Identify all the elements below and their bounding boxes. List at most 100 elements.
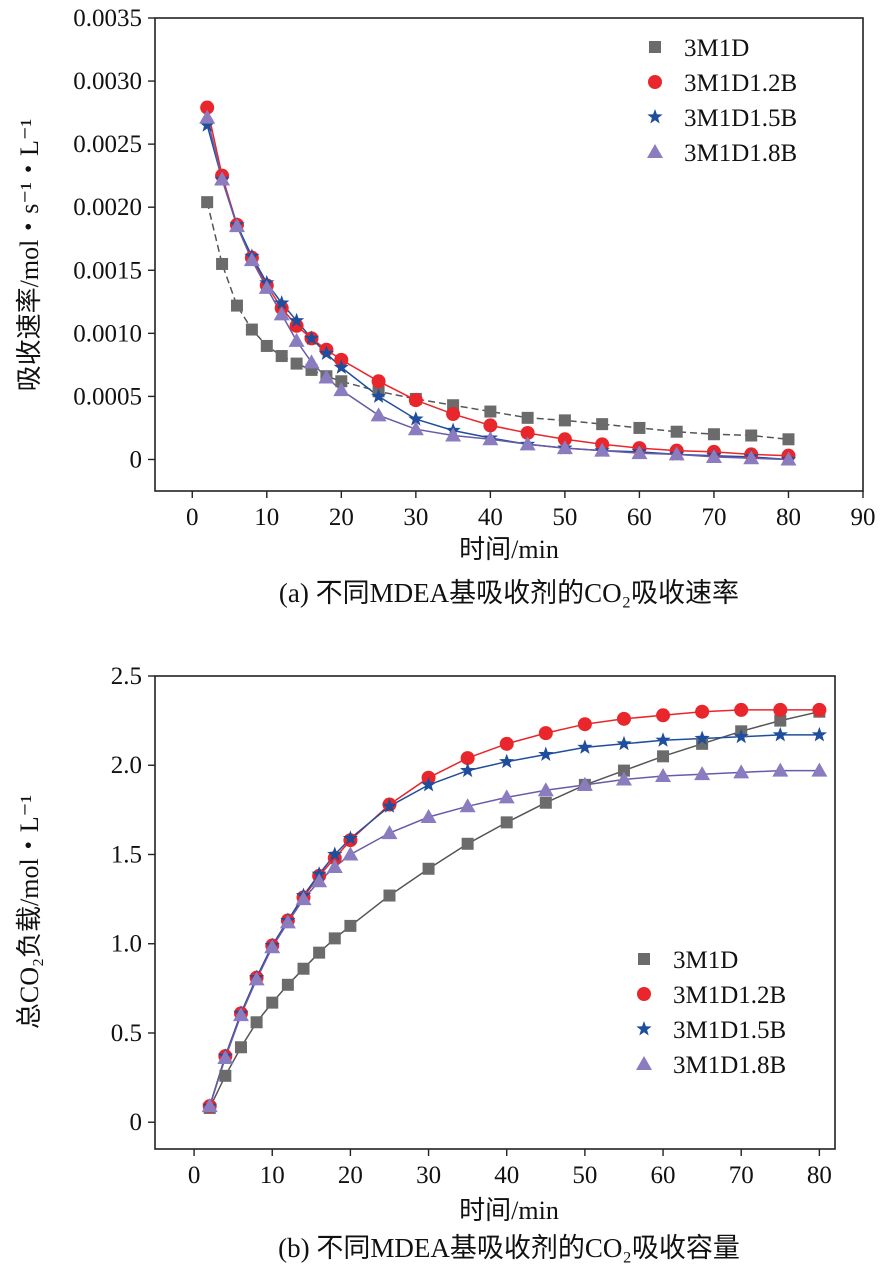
chart-b-point-s2-16 <box>616 735 632 751</box>
chart-b-legend-marker-0 <box>638 953 650 965</box>
chart-a-x-tick-label-7: 70 <box>701 504 726 531</box>
chart-a-point-s3-5 <box>273 306 290 321</box>
chart-a-point-s3-19 <box>705 448 722 463</box>
chart-b-point-s2-10 <box>381 798 398 813</box>
chart-a-point-s3-10 <box>370 407 387 422</box>
chart-b-point-s1-14 <box>538 726 553 741</box>
chart-b-point-s3-9 <box>342 846 359 861</box>
chart-a-legend-label-0: 3M1D <box>684 35 749 62</box>
chart-b-series-line-3 <box>208 769 820 1107</box>
chart-a-point-s0-21 <box>782 433 795 446</box>
chart-a-point-s0-0 <box>201 196 214 209</box>
chart-b-point-s3-6 <box>295 891 312 906</box>
chart-b-point-s3-7 <box>311 873 328 888</box>
chart-a-point-s1-0 <box>200 100 215 115</box>
chart-b-point-s2-12 <box>460 762 476 778</box>
chart-a-point-s2-8 <box>318 345 334 360</box>
chart-a-point-s1-13 <box>483 418 498 433</box>
chart-a-series-line-0 <box>206 202 789 441</box>
chart-b-legend-label-2: 3M1D1.5B <box>673 1017 786 1044</box>
chart-b-point-s3-3 <box>248 971 265 986</box>
chart-a-point-s0-20 <box>745 429 758 442</box>
chart-b-y-tick-label-3: 1.5 <box>111 841 142 868</box>
chart-b-series-layer <box>201 702 828 1114</box>
chart-a-point-s0-5 <box>275 350 288 363</box>
chart-b-point-s2-19 <box>733 728 749 744</box>
chart-a-legend-marker-3 <box>647 144 663 158</box>
chart-a-point-s3-2 <box>228 218 245 233</box>
chart-a-point-s3-11 <box>407 421 424 436</box>
chart-b-point-s3-15 <box>576 776 593 791</box>
chart-a-legend-marker-2 <box>647 109 663 124</box>
chart-a-point-s0-16 <box>596 418 609 431</box>
chart-a-point-s1-12 <box>446 407 461 422</box>
chart-a-y-tick-label-4: 0.0020 <box>73 194 142 221</box>
chart-a-point-s0-18 <box>670 425 683 438</box>
chart-b-point-s3-21 <box>811 762 828 777</box>
chart-a-ticks-layer: 0 10 20 30 40 50 60 70 80 90 0 0.0005 0.0010 0.0015 0.… <box>73 5 875 531</box>
chart-a-y-axis-title: 吸收速率/mol・s⁻¹・L⁻¹ <box>15 119 44 392</box>
chart-b-series-line-1 <box>208 709 820 1107</box>
chart-b-series-line-2 <box>208 734 820 1107</box>
chart-b-x-tick-label-6: 60 <box>651 1162 676 1189</box>
chart-a-x-tick-label-8: 80 <box>776 504 801 531</box>
chart-b-point-s0-17 <box>657 750 670 763</box>
chart-b-point-s3-17 <box>655 767 672 782</box>
chart-a-x-tick-label-9: 90 <box>851 504 876 531</box>
chart-a-point-s3-1 <box>214 171 231 186</box>
chart-b-point-s3-20 <box>772 762 789 777</box>
chart-b-plot-frame <box>154 675 836 1150</box>
chart-b-point-s2-17 <box>655 732 671 747</box>
chart-b-y-tick-label-0: 0 <box>130 1109 143 1136</box>
chart-a-legend: 3M1D 3M1D1.2B 3M1D1.5B 3M1D1.8B <box>647 35 797 167</box>
chart-a-point-s0-6 <box>290 357 303 370</box>
chart-b-legend-label-1: 3M1D1.2B <box>673 982 786 1009</box>
chart-b-point-s3-13 <box>498 789 515 804</box>
chart-a-series-line-3 <box>206 117 789 461</box>
chart-b-point-s0-8 <box>328 932 341 945</box>
chart-a-y-tick-label-5: 0.0025 <box>73 131 142 158</box>
chart-b-y-axis-title: 总CO₂负载/mol・L⁻¹ <box>15 795 44 1029</box>
chart-a-point-s3-20 <box>743 450 760 465</box>
chart-a: 0 10 20 30 40 50 60 70 80 90 0 0.0005 0.0010 0.0015 0.… <box>15 5 876 608</box>
chart-a-point-s1-10 <box>371 374 386 389</box>
chart-a-point-s3-9 <box>333 382 350 397</box>
chart-b-point-s0-10 <box>383 889 396 902</box>
chart-a-point-s3-12 <box>445 427 462 442</box>
chart-a-point-s3-3 <box>243 252 260 267</box>
chart-b-point-s1-19 <box>734 702 749 717</box>
chart-a-x-tick-label-2: 20 <box>329 504 354 531</box>
chart-b-y-tick-label-5: 2.5 <box>111 663 142 690</box>
chart-a-point-s2-11 <box>408 411 424 426</box>
chart-a-point-s0-1 <box>216 257 229 270</box>
chart-b-point-s3-19 <box>733 764 750 779</box>
chart-b-point-s2-9 <box>342 830 358 845</box>
chart-b-point-s3-1 <box>217 1049 234 1064</box>
chart-b-legend-label-0: 3M1D <box>673 947 738 974</box>
chart-b-legend-marker-2 <box>636 1021 652 1036</box>
chart-b-x-tick-label-0: 0 <box>188 1162 201 1189</box>
chart-b-point-s1-20 <box>773 702 788 717</box>
chart-a-legend-marker-1 <box>648 75 662 89</box>
chart-b-point-s1-18 <box>695 704 710 719</box>
chart-a-point-s3-4 <box>258 279 275 294</box>
chart-b-point-s1-21 <box>812 702 827 717</box>
chart-b-x-tick-label-5: 50 <box>572 1162 597 1189</box>
chart-b-point-s3-12 <box>459 798 476 813</box>
chart-b-point-s0-5 <box>281 978 294 991</box>
chart-a-x-tick-label-1: 10 <box>254 504 279 531</box>
chart-b-point-s3-5 <box>279 914 296 929</box>
chart-a-x-tick-label-4: 40 <box>478 504 503 531</box>
chart-b-legend-marker-1 <box>637 987 651 1001</box>
chart-a-point-s1-11 <box>408 393 423 408</box>
chart-b-point-s0-16 <box>617 764 630 777</box>
chart-b-point-s2-20 <box>772 726 788 742</box>
chart-a-point-s2-0 <box>199 117 215 132</box>
chart-a-point-s0-14 <box>521 411 534 424</box>
chart-b-point-s2-18 <box>694 730 710 745</box>
chart-b-point-s0-20 <box>774 714 787 727</box>
chart-b-point-s0-2 <box>234 1041 247 1054</box>
chart-a-point-s3-17 <box>631 445 648 460</box>
chart-a-plot-frame <box>154 17 864 492</box>
chart-b-ticks-layer: 0 10 20 30 40 50 60 70 80 0 0.5 1.0 1.5 2.0 2.5 <box>111 663 832 1189</box>
